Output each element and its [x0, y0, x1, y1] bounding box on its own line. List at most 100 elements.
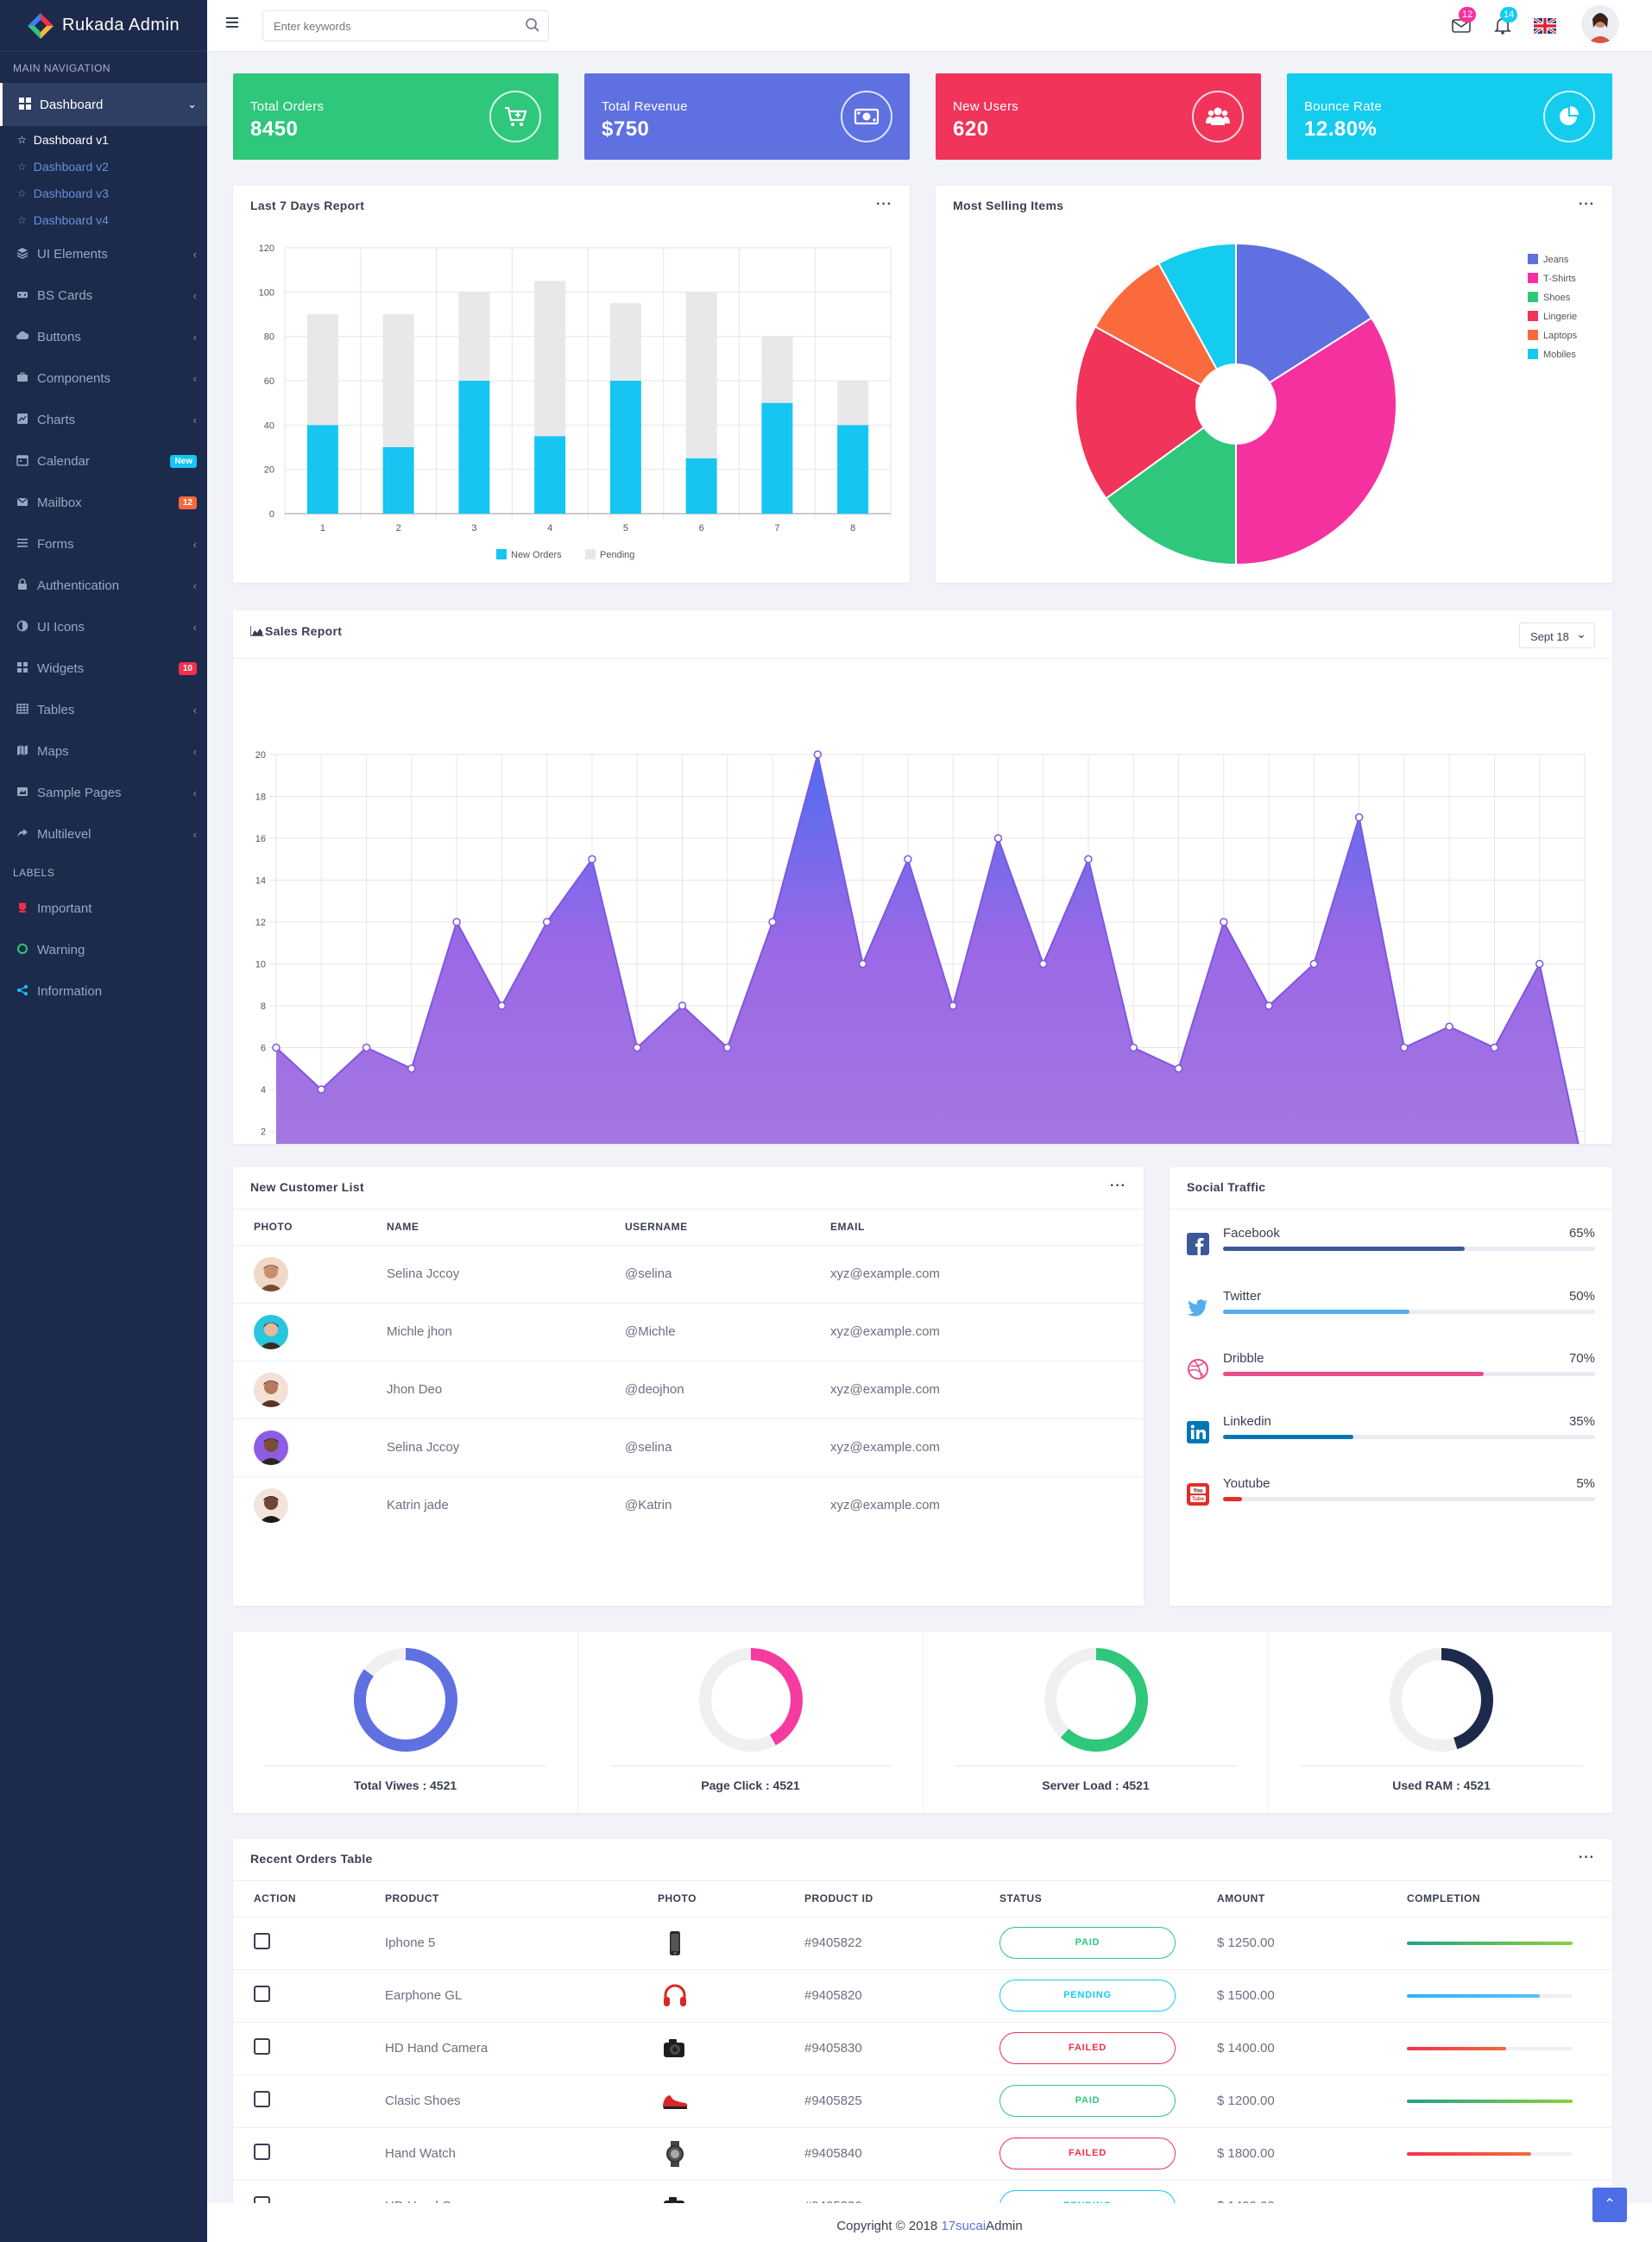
data-point[interactable] — [813, 750, 823, 759]
stat-card-new-users[interactable]: New Users 620 — [936, 73, 1261, 160]
sidebar-subitem[interactable]: ☆ Dashboard v1 — [0, 126, 207, 153]
data-point[interactable] — [452, 918, 461, 926]
sidebar-subitem[interactable]: ☆ Dashboard v3 — [0, 180, 207, 206]
row-checkbox[interactable] — [254, 2091, 270, 2107]
data-point[interactable] — [1084, 855, 1093, 863]
sidebar-item-tables[interactable]: Tables ‹ — [0, 689, 207, 730]
table-row[interactable]: Jhon Deo @deojhon xyz@example.com — [233, 1361, 1144, 1418]
sidebar-item-widgets[interactable]: Widgets 10 — [0, 647, 207, 689]
data-point[interactable] — [768, 918, 777, 926]
data-point[interactable] — [542, 918, 552, 926]
search-input[interactable] — [262, 10, 549, 41]
email-cell[interactable]: xyz@example.com — [830, 1440, 940, 1455]
row-checkbox[interactable] — [254, 1933, 270, 1949]
sidebar-item-buttons[interactable]: Buttons ‹ — [0, 316, 207, 357]
label-item-information[interactable]: Information — [0, 970, 207, 1012]
data-point[interactable] — [904, 855, 912, 863]
star-icon: ☆ — [17, 186, 27, 199]
sidebar-item-bs-cards[interactable]: BS Cards ‹ — [0, 275, 207, 316]
x-tick-label: 6 — [699, 523, 704, 534]
sidebar-item-forms[interactable]: Forms ‹ — [0, 523, 207, 565]
gauge-arc — [1390, 1648, 1493, 1752]
row-checkbox[interactable] — [254, 2144, 270, 2160]
facebook-icon[interactable] — [1187, 1233, 1209, 1255]
sidebar-item-charts[interactable]: Charts ‹ — [0, 399, 207, 440]
youtube-icon[interactable]: Tube You — [1187, 1483, 1209, 1506]
data-point[interactable] — [723, 1043, 732, 1052]
menu-toggle-icon[interactable] — [226, 17, 238, 28]
status-badge: PAID — [999, 1927, 1176, 1959]
table-row[interactable]: Katrin jade @Katrin xyz@example.com — [233, 1476, 1144, 1534]
data-point[interactable] — [1535, 959, 1544, 969]
more-icon[interactable]: ··· — [1579, 1850, 1595, 1865]
sidebar-item-ui-elements[interactable]: UI Elements ‹ — [0, 233, 207, 275]
data-point[interactable] — [497, 1001, 507, 1010]
search-icon[interactable] — [525, 17, 540, 33]
data-point[interactable] — [1400, 1043, 1409, 1052]
more-icon[interactable]: ··· — [1579, 197, 1595, 212]
data-point[interactable] — [1174, 1064, 1183, 1073]
data-point[interactable] — [588, 855, 596, 863]
column-header: EMAIL — [830, 1220, 865, 1233]
sidebar-subitem[interactable]: ☆ Dashboard v4 — [0, 206, 207, 233]
email-cell[interactable]: xyz@example.com — [830, 1324, 940, 1339]
data-point[interactable] — [633, 1043, 641, 1052]
data-point[interactable] — [362, 1043, 371, 1052]
table-row[interactable]: Michle jhon @Michle xyz@example.com — [233, 1303, 1144, 1361]
label-item-warning[interactable]: Warning — [0, 929, 207, 970]
sidebar-item-authentication[interactable]: Authentication ‹ — [0, 565, 207, 606]
footer-link[interactable]: 17sucai — [941, 2219, 987, 2233]
brand[interactable]: Rukada Admin — [0, 0, 207, 52]
label-item-important[interactable]: Important — [0, 887, 207, 929]
data-point[interactable] — [949, 1001, 957, 1010]
table-row[interactable]: Selina Jccoy @selina xyz@example.com — [233, 1418, 1144, 1476]
stat-card-total-revenue[interactable]: Total Revenue $750 — [584, 73, 910, 160]
status-badge: PAID — [999, 2085, 1176, 2117]
sidebar-item-sample-pages[interactable]: Sample Pages ‹ — [0, 772, 207, 813]
table-row[interactable]: Selina Jccoy @selina xyz@example.com — [233, 1245, 1144, 1303]
stat-card-total-orders[interactable]: Total Orders 8450 — [233, 73, 558, 160]
avatar — [254, 1430, 288, 1465]
sidebar-item-multilevel[interactable]: Multilevel ‹ — [0, 813, 207, 855]
scroll-top-button[interactable]: ⌃ — [1592, 2188, 1627, 2222]
row-checkbox[interactable] — [254, 1986, 270, 2002]
email-cell[interactable]: xyz@example.com — [830, 1382, 940, 1397]
data-point[interactable] — [1490, 1043, 1499, 1052]
email-cell[interactable]: xyz@example.com — [830, 1266, 940, 1281]
data-point[interactable] — [1354, 813, 1364, 822]
sidebar-item-dashboard[interactable]: Dashboard ⌄ — [0, 83, 207, 126]
email-cell[interactable]: xyz@example.com — [830, 1498, 940, 1513]
dribbble-icon[interactable] — [1187, 1358, 1209, 1380]
sidebar-item-mailbox[interactable]: Mailbox 12 — [0, 482, 207, 523]
stat-card-bounce-rate[interactable]: Bounce Rate 12.80% — [1287, 73, 1612, 160]
month-select[interactable]: Sept 18 ⌄ — [1519, 622, 1595, 648]
linkedin-icon[interactable] — [1187, 1420, 1209, 1443]
sidebar-item-maps[interactable]: Maps ‹ — [0, 730, 207, 772]
data-point[interactable] — [1038, 959, 1048, 969]
sidebar-item-ui-icons[interactable]: UI Icons ‹ — [0, 606, 207, 647]
data-point[interactable] — [1445, 1022, 1453, 1031]
user-avatar[interactable] — [1581, 5, 1619, 43]
data-point[interactable] — [272, 1043, 281, 1052]
uk-flag-icon[interactable] — [1533, 18, 1557, 34]
social-name: Dribble — [1223, 1351, 1264, 1366]
more-icon[interactable]: ··· — [1110, 1178, 1126, 1193]
data-point[interactable] — [858, 959, 867, 969]
stat-value: 12.80% — [1304, 117, 1378, 141]
list-icon — [16, 537, 29, 551]
data-point[interactable] — [993, 834, 1003, 843]
data-point[interactable] — [407, 1064, 416, 1073]
sidebar-item-components[interactable]: Components ‹ — [0, 357, 207, 399]
twitter-icon[interactable] — [1187, 1296, 1209, 1318]
sidebar-item-calendar[interactable]: Calendar New — [0, 440, 207, 482]
data-point[interactable] — [317, 1085, 326, 1094]
row-checkbox[interactable] — [254, 2038, 270, 2055]
data-point[interactable] — [1220, 918, 1228, 926]
sidebar-subitem[interactable]: ☆ Dashboard v2 — [0, 153, 207, 180]
data-point[interactable] — [1129, 1043, 1138, 1052]
data-point[interactable] — [1309, 959, 1319, 969]
data-point[interactable] — [678, 1001, 687, 1010]
more-icon[interactable]: ··· — [876, 197, 892, 212]
data-point[interactable] — [1264, 1001, 1273, 1010]
orders-card: Recent Orders Table ··· ACTION PRODUCT PHO… — [233, 1839, 1612, 2233]
